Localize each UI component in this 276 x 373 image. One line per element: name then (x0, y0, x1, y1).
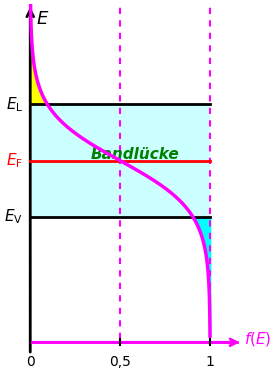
Text: $f(E)$: $f(E)$ (244, 330, 272, 348)
Text: $E_\mathrm{F}$: $E_\mathrm{F}$ (6, 151, 23, 170)
Text: 1: 1 (206, 355, 215, 369)
Text: 0: 0 (26, 355, 34, 369)
Text: $E$: $E$ (36, 10, 49, 28)
Text: 0,5: 0,5 (109, 355, 131, 369)
Text: $E_\mathrm{V}$: $E_\mathrm{V}$ (4, 208, 23, 226)
Bar (30, 104, 210, 217)
Text: $E_\mathrm{L}$: $E_\mathrm{L}$ (6, 95, 23, 114)
Text: Bandlücke: Bandlücke (90, 147, 179, 162)
